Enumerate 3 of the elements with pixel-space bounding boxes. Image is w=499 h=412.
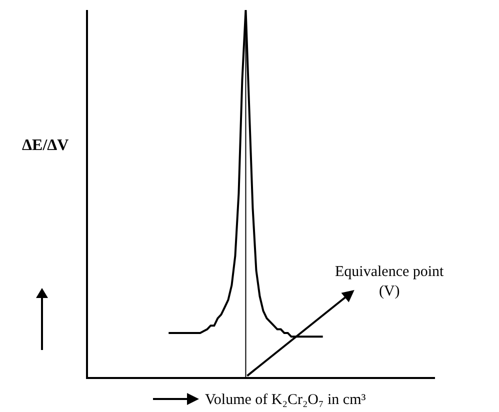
y-axis-title: ΔE/ΔV: [22, 137, 70, 154]
x-axis-title: Volume of K₂Cr₂O₇ in cm³: [205, 392, 366, 408]
annotation: Equivalence point (V): [335, 264, 445, 300]
